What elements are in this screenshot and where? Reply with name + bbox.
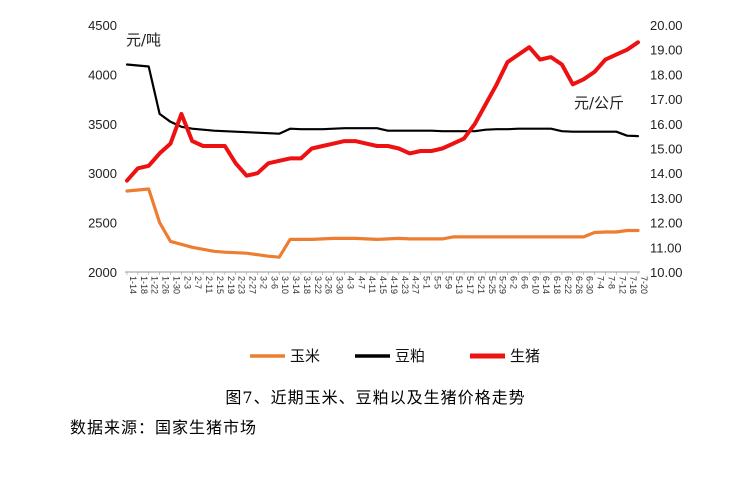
x-tick-label: 3-22 [313,276,323,294]
x-tick-label: 7-16 [628,276,638,294]
x-tick-label: 7-20 [639,276,649,294]
x-tick-label: 7-8 [606,276,616,289]
x-tick-label: 2-27 [248,276,258,294]
x-tick-label: 2-7 [193,276,203,289]
x-tick-label: 6-22 [563,276,573,294]
x-tick-label: 4-11 [367,276,377,293]
x-tick-label: 7-4 [596,276,606,289]
x-tick-label: 1-30 [171,276,181,294]
series-line-生猪 [125,40,640,183]
right-tick-label: 19.00 [650,43,683,58]
left-tick-label: 4500 [88,18,117,33]
x-tick-label: 5-21 [476,276,486,294]
x-tick-label: 1-14 [128,276,138,294]
x-tick-label: 6-18 [552,276,562,294]
x-tick-label: 4-15 [378,276,388,294]
x-tick-label: 2-15 [215,276,225,294]
x-tick-label: 3-6 [269,276,279,289]
x-tick-label: 3-26 [324,276,334,294]
right-tick-label: 18.00 [650,67,683,82]
left-axis-unit-label: 元/吨 [126,31,161,49]
series-line-豆粕 [125,63,640,138]
legend-label: 生猪 [510,347,540,365]
data-source-note: 数据来源：国家生猪市场 [70,418,258,437]
x-tick-label: 4-23 [400,276,410,294]
x-tick-label: 6-10 [530,276,540,294]
x-axis-tick-labels: 1-14 1-18 1-22 1-26 1-30 2-3 2-7 2-11 2-15 2-19 2-… [128,276,649,294]
right-tick-label: 14.00 [650,166,683,181]
x-tick-label: 5-25 [487,276,497,294]
x-tick-label: 5-5 [432,276,442,289]
x-tick-label: 1-18 [139,276,149,294]
x-tick-label: 4-7 [356,276,366,289]
x-tick-label: 6-2 [509,276,519,289]
left-tick-label: 4000 [88,67,117,82]
x-tick-label: 5-17 [465,276,475,294]
left-tick-label: 2000 [88,265,117,280]
x-tick-label: 3-30 [335,276,345,294]
right-tick-label: 16.00 [650,117,683,132]
right-tick-label: 17.00 [650,92,683,107]
x-tick-label: 1-26 [161,276,171,294]
x-tick-label: 6-6 [519,276,529,289]
left-tick-label: 3000 [88,166,117,181]
chart-axes [125,271,640,275]
right-tick-label: 13.00 [650,191,683,206]
x-tick-label: 6-14 [541,276,551,294]
series-lines [125,40,640,259]
x-tick-label: 6-26 [574,276,584,294]
x-tick-label: 2-11 [204,276,214,293]
legend-label: 豆粕 [395,347,425,365]
x-tick-label: 2-19 [226,276,236,294]
x-tick-label: 1-22 [150,276,160,294]
right-axis-tick-labels: 10.00 11.00 12.00 13.00 14.00 15.00 16.00 17.00… [650,18,683,280]
x-tick-label: 4-3 [345,276,355,289]
price-trend-chart: 2000 2500 3000 3500 4000 4500 10.00 11.00 12.00… [88,18,683,365]
x-tick-label: 5-29 [498,276,508,294]
x-tick-label: 2-23 [237,276,247,294]
figure-caption: 图7、近期玉米、豆粕以及生猪价格走势 [225,388,526,407]
right-tick-label: 11.00 [650,240,682,255]
x-tick-label: 5-13 [454,276,464,294]
x-tick-label: 3-2 [258,276,268,289]
x-tick-label: 5-9 [443,276,453,289]
x-tick-label: 4-27 [411,276,421,294]
series-line-玉米 [125,187,640,259]
right-axis-unit-label: 元/公斤 [574,94,624,112]
x-tick-label: 3-18 [302,276,312,294]
right-tick-label: 20.00 [650,18,683,33]
legend-label: 玉米 [290,347,320,365]
x-tick-label: 4-19 [389,276,399,294]
x-tick-label: 3-10 [280,276,290,294]
right-tick-label: 10.00 [650,265,683,280]
x-tick-label: 7-12 [617,276,627,294]
chart-legend: 玉米 豆粕 生猪 [250,347,540,365]
left-tick-label: 3500 [88,117,117,132]
left-axis-tick-labels: 2000 2500 3000 3500 4000 4500 [88,18,117,280]
x-tick-label: 5-1 [422,276,432,289]
x-tick-label: 6-30 [585,276,595,294]
x-tick-label: 3-14 [291,276,301,294]
left-tick-label: 2500 [88,216,117,231]
x-tick-label: 2-3 [182,276,192,289]
right-tick-label: 12.00 [650,216,683,231]
right-tick-label: 15.00 [650,142,683,157]
